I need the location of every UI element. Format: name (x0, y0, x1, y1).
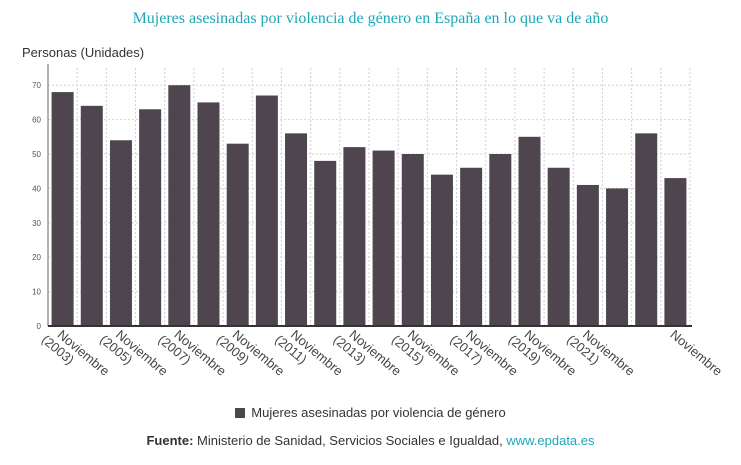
x-tick-label: Noviembre(2011) (272, 321, 346, 389)
x-tick-label: Noviembre(2015) (389, 321, 463, 389)
bar (314, 160, 337, 326)
bar (226, 143, 249, 326)
bar (197, 102, 220, 327)
x-tick-label: Noviembre(2007) (155, 321, 229, 389)
y-tick-label: 10 (32, 288, 41, 297)
y-tick-label: 50 (32, 150, 41, 159)
y-tick-label: 70 (32, 81, 41, 90)
chart-title: Mujeres asesinadas por violencia de géne… (132, 10, 609, 27)
x-tick-label: Noviembre(2003) (39, 321, 113, 389)
bar (547, 167, 570, 326)
bar (518, 136, 541, 326)
bar (80, 105, 103, 326)
bar (51, 92, 74, 326)
x-tick-label: Noviembre(2013) (331, 321, 405, 389)
source-line: Fuente: Ministerio de Sanidad, Servicios… (0, 433, 741, 448)
x-tick-label: Noviembre(2017) (447, 321, 521, 389)
bar (606, 188, 629, 326)
x-tick-label: Noviembre (667, 327, 725, 379)
bar (401, 154, 424, 326)
legend-label: Mujeres asesinadas por violencia de géne… (251, 405, 506, 420)
bar-chart: Personas (Unidades) 0 10 20 30 40 50 60 70 Noviem… (22, 45, 725, 389)
x-tick-label: Noviembre(2005) (97, 321, 171, 389)
bar (664, 178, 687, 326)
x-tick-label: Noviembre(2021) (564, 321, 638, 389)
source-text: Ministerio de Sanidad, Servicios Sociale… (193, 433, 507, 448)
y-tick-label: 0 (37, 322, 42, 331)
x-tick-label: Noviembre(2009) (214, 321, 288, 389)
bar (489, 154, 512, 326)
bar (460, 167, 483, 326)
y-tick-label: 60 (32, 116, 41, 125)
bar (285, 133, 308, 326)
bar (576, 184, 599, 326)
bar (139, 109, 162, 326)
bar (430, 174, 453, 326)
bar (372, 150, 395, 326)
y-tick-label: 40 (32, 184, 41, 193)
y-tick-label: 20 (32, 253, 41, 262)
bar (255, 95, 278, 327)
legend-swatch (235, 408, 246, 418)
source-label: Fuente: (146, 433, 194, 448)
y-tick-label: 30 (32, 219, 41, 228)
source-link[interactable]: www.epdata.es (506, 433, 595, 448)
legend[interactable]: Mujeres asesinadas por violencia de géne… (0, 405, 741, 420)
bar (343, 147, 366, 326)
bar (635, 133, 658, 326)
bar (109, 140, 132, 326)
y-axis-title: Personas (Unidades) (22, 45, 144, 60)
x-tick-label: Noviembre(2019) (506, 321, 580, 389)
bar (168, 85, 191, 326)
